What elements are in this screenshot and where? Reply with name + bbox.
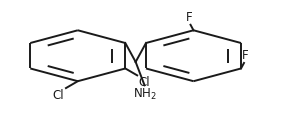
Text: Cl: Cl (53, 89, 64, 102)
Text: F: F (186, 11, 192, 24)
Text: Cl: Cl (139, 76, 150, 89)
Text: NH$_2$: NH$_2$ (133, 87, 156, 102)
Text: F: F (242, 49, 249, 62)
